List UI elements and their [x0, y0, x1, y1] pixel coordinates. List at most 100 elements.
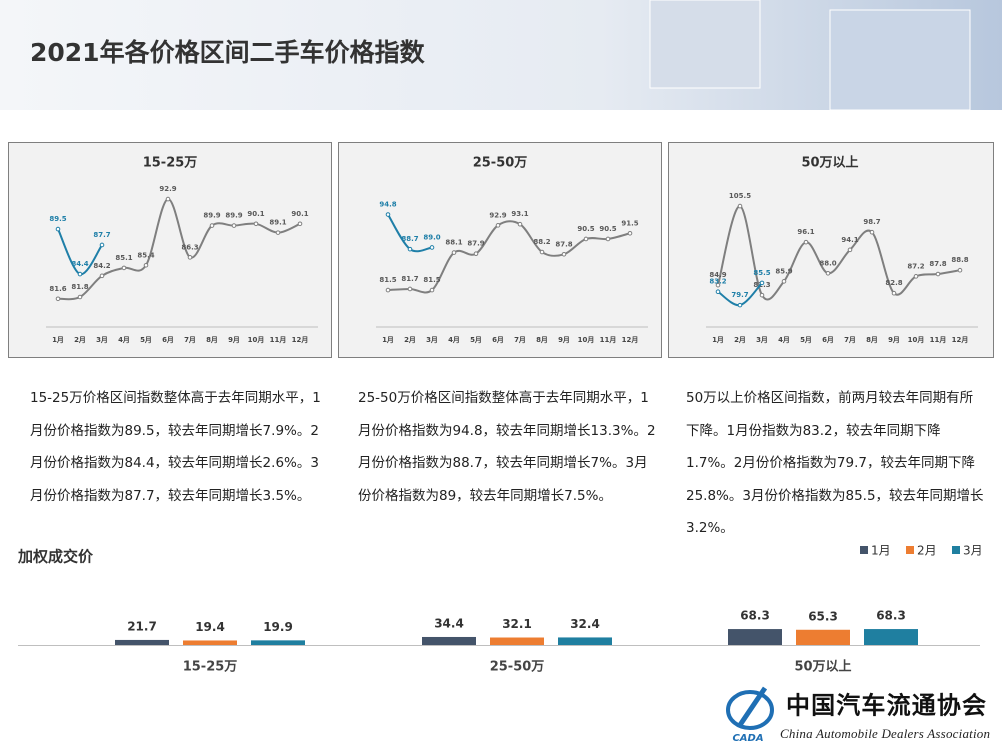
note: 25-50万价格区间指数整体高于去年同期水平，1月份价格指数为94.8，较去年同… [358, 390, 656, 504]
bar [183, 640, 237, 645]
data-label: 98.7 [863, 218, 880, 226]
data-label: 87.8 [929, 260, 946, 268]
data-label: 88.7 [401, 235, 418, 243]
legend-label: 3月 [963, 544, 983, 558]
data-label: 90.5 [599, 225, 616, 233]
data-label: 87.9 [467, 240, 484, 248]
chart-title: 15-25万 [143, 156, 198, 171]
x-tick-label: 1月 [52, 336, 64, 344]
point [473, 251, 479, 257]
logo-name: 中国汽车流通协会 [786, 692, 986, 720]
logo-abbr: CADA [732, 733, 763, 744]
x-tick-label: 11月 [600, 336, 617, 344]
data-label: 85.1 [115, 254, 132, 262]
x-tick-label: 50万以上 [794, 660, 851, 675]
legend-swatch [906, 546, 914, 554]
data-label: 87.8 [555, 240, 572, 248]
point [429, 287, 435, 293]
data-label: 105.5 [729, 192, 751, 200]
x-tick-label: 1月 [712, 336, 724, 344]
data-label: 90.1 [247, 210, 264, 218]
chart-title: 25-50万 [473, 156, 528, 171]
data-label: 21.7 [127, 619, 157, 633]
x-tick-label: 6月 [822, 336, 834, 344]
point [869, 229, 875, 235]
point [143, 262, 149, 268]
x-tick-label: 10月 [908, 336, 925, 344]
bar [864, 629, 918, 645]
point [407, 246, 413, 252]
data-label: 85.5 [753, 269, 770, 277]
note: 50万以上价格区间指数，前两月较去年同期有所下降。1月份指数为83.2，较去年同… [686, 390, 984, 536]
x-tick-label: 3月 [96, 336, 108, 344]
data-label: 87.2 [907, 262, 924, 270]
point [803, 239, 809, 245]
bar [558, 637, 612, 645]
legend-swatch [860, 546, 868, 554]
data-label: 89.5 [49, 215, 66, 223]
x-tick-label: 11月 [930, 336, 947, 344]
point [99, 273, 105, 279]
x-tick-label: 5月 [470, 336, 482, 344]
panel [8, 142, 332, 358]
data-label: 34.4 [434, 616, 464, 630]
point [165, 196, 171, 202]
data-label: 19.4 [195, 620, 225, 634]
logo-english: China Automobile Dealers Association [780, 726, 990, 741]
data-label: 79.7 [731, 291, 748, 299]
x-tick-label: 12月 [622, 336, 639, 344]
data-label: 19.9 [263, 620, 293, 634]
point [77, 271, 83, 277]
data-label: 68.3 [740, 609, 770, 623]
data-label: 92.9 [489, 211, 506, 219]
logo-swoosh [737, 686, 768, 727]
data-label: 93.1 [511, 210, 528, 218]
data-label: 90.1 [291, 210, 308, 218]
point [605, 236, 611, 242]
data-label: 88.2 [533, 238, 550, 246]
bar [251, 640, 305, 645]
cube [829, 9, 971, 111]
panel [338, 142, 662, 358]
x-tick-label: 5月 [800, 336, 812, 344]
point [759, 280, 765, 286]
point [561, 251, 567, 257]
point [781, 279, 787, 284]
point [715, 289, 721, 294]
chart-title: 50万以上 [801, 156, 858, 171]
point [891, 290, 897, 296]
x-tick-label: 10月 [248, 336, 265, 344]
point [715, 282, 721, 288]
data-label: 89.0 [423, 233, 440, 241]
point [99, 242, 105, 248]
point [957, 267, 963, 273]
data-label: 85.4 [137, 251, 154, 259]
point [825, 270, 831, 276]
x-tick-label: 3月 [756, 336, 768, 344]
cube [649, 0, 761, 89]
legend-swatch [952, 546, 960, 554]
x-tick-label: 12月 [292, 336, 309, 344]
data-label: 32.1 [502, 617, 532, 631]
data-label: 89.9 [203, 212, 220, 220]
point [539, 249, 545, 255]
data-label: 88.0 [819, 259, 836, 267]
data-label: 88.8 [951, 256, 968, 264]
data-label: 89.1 [269, 219, 286, 227]
x-tick-label: 12月 [952, 336, 969, 344]
x-tick-label: 8月 [206, 336, 218, 344]
data-label: 85.9 [775, 267, 792, 275]
data-label: 65.3 [808, 609, 838, 623]
x-tick-label: 9月 [558, 336, 570, 344]
data-label: 83.2 [709, 278, 726, 286]
bar [490, 637, 544, 645]
x-tick-label: 9月 [888, 336, 900, 344]
point [385, 287, 391, 293]
point [935, 271, 941, 277]
point [737, 302, 743, 308]
data-label: 87.7 [93, 231, 110, 239]
x-tick-label: 10月 [578, 336, 595, 344]
point [847, 247, 853, 253]
